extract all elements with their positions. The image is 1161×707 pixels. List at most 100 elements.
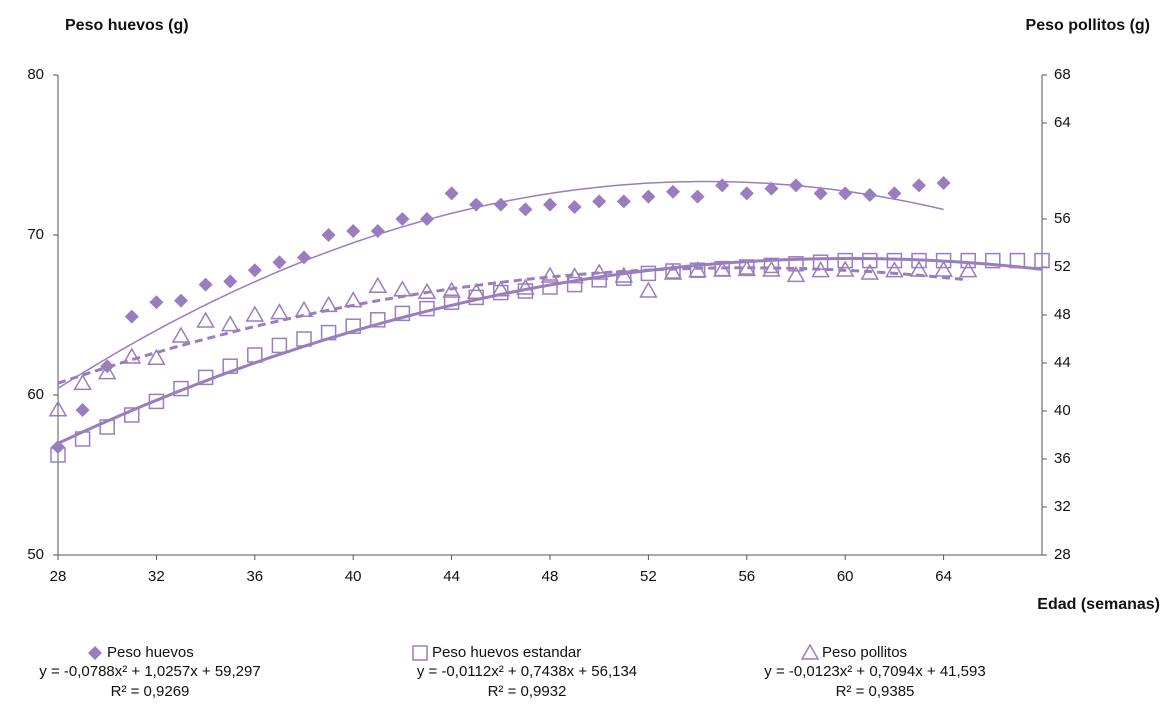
point bbox=[911, 252, 927, 269]
point bbox=[297, 250, 311, 265]
point bbox=[812, 254, 829, 270]
legend-marker bbox=[88, 646, 102, 660]
point bbox=[394, 305, 411, 322]
point bbox=[813, 186, 828, 201]
point bbox=[641, 189, 656, 204]
x-tick-label: 32 bbox=[148, 568, 165, 585]
point bbox=[122, 347, 142, 364]
point bbox=[958, 261, 978, 278]
y-tick-label: 80 bbox=[27, 66, 44, 83]
point bbox=[811, 261, 830, 278]
point bbox=[715, 178, 730, 193]
point bbox=[147, 348, 166, 365]
legend-label: Peso huevos estandar bbox=[432, 644, 581, 661]
point bbox=[663, 263, 683, 280]
point bbox=[764, 181, 779, 196]
point bbox=[197, 369, 214, 386]
point bbox=[1009, 252, 1026, 269]
point bbox=[565, 267, 584, 284]
point bbox=[934, 260, 953, 277]
point bbox=[935, 252, 952, 269]
point bbox=[320, 324, 337, 341]
point bbox=[862, 188, 877, 202]
point bbox=[319, 295, 338, 313]
point bbox=[540, 266, 560, 283]
y2-tick-label: 44 bbox=[1054, 354, 1071, 371]
point bbox=[985, 252, 1001, 269]
point bbox=[491, 280, 511, 297]
trendline bbox=[57, 257, 1043, 445]
point bbox=[639, 281, 658, 298]
point bbox=[174, 293, 188, 308]
point bbox=[247, 263, 262, 278]
point bbox=[124, 309, 139, 324]
trend-r2: R² = 0,9932 bbox=[488, 683, 567, 700]
point bbox=[393, 280, 412, 297]
point bbox=[149, 295, 164, 310]
point bbox=[688, 261, 707, 278]
point bbox=[762, 260, 781, 277]
y2-tick-label: 52 bbox=[1054, 258, 1071, 275]
point bbox=[518, 202, 533, 217]
point bbox=[960, 252, 976, 269]
point bbox=[912, 178, 926, 193]
point bbox=[788, 256, 804, 272]
y2-tick-label: 32 bbox=[1054, 498, 1071, 515]
trend-equation: y = -0,0788x² + 1,0257x + 59,297 bbox=[39, 663, 260, 680]
trend-equation: y = -0,0112x² + 0,7438x + 56,134 bbox=[417, 663, 637, 680]
point bbox=[493, 197, 508, 212]
x-tick-label: 48 bbox=[542, 568, 559, 585]
x-tick-label: 40 bbox=[345, 568, 362, 585]
point bbox=[368, 276, 388, 293]
point bbox=[245, 305, 265, 322]
y-tick-label: 60 bbox=[27, 386, 44, 403]
x-axis-title: Edad (semanas) bbox=[1037, 596, 1160, 613]
trend-equation: y = -0,0123x² + 0,7094x + 41,593 bbox=[764, 663, 985, 680]
x-tick-label: 52 bbox=[640, 568, 657, 585]
point bbox=[345, 318, 361, 334]
point bbox=[789, 178, 803, 193]
point bbox=[542, 279, 558, 295]
y2-tick-label: 36 bbox=[1054, 450, 1071, 467]
point bbox=[196, 311, 215, 328]
point bbox=[885, 261, 904, 278]
point bbox=[321, 228, 336, 242]
y-tick-label: 70 bbox=[27, 226, 44, 243]
point bbox=[887, 186, 902, 201]
legend-label: Peso pollitos bbox=[822, 644, 907, 661]
point bbox=[543, 197, 557, 212]
point bbox=[296, 331, 312, 347]
point bbox=[343, 291, 363, 308]
y2-axis-title: Peso pollitos (g) bbox=[1026, 17, 1150, 34]
point bbox=[616, 194, 631, 209]
point bbox=[148, 393, 165, 410]
point bbox=[171, 326, 191, 343]
legend-marker bbox=[800, 643, 820, 660]
point bbox=[737, 259, 757, 277]
y-axis-title: Peso huevos (g) bbox=[65, 17, 189, 34]
point bbox=[640, 265, 657, 282]
point bbox=[124, 407, 140, 423]
point bbox=[712, 260, 732, 277]
trend-r2: R² = 0,9385 bbox=[836, 683, 915, 700]
point bbox=[51, 440, 65, 454]
x-tick-label: 56 bbox=[738, 568, 755, 585]
point bbox=[99, 419, 115, 435]
x-tick-label: 64 bbox=[935, 568, 952, 585]
y2-tick-label: 56 bbox=[1054, 210, 1071, 227]
x-tick-label: 36 bbox=[246, 568, 263, 585]
point bbox=[419, 300, 435, 317]
point bbox=[370, 224, 385, 238]
point bbox=[270, 303, 289, 320]
point bbox=[294, 300, 314, 317]
point bbox=[466, 282, 486, 299]
point bbox=[592, 194, 607, 209]
point bbox=[75, 403, 90, 418]
legend-label: Peso huevos bbox=[107, 644, 194, 661]
point bbox=[516, 278, 535, 295]
point bbox=[835, 260, 855, 277]
point bbox=[443, 294, 460, 310]
point bbox=[442, 281, 461, 298]
point bbox=[763, 257, 780, 274]
